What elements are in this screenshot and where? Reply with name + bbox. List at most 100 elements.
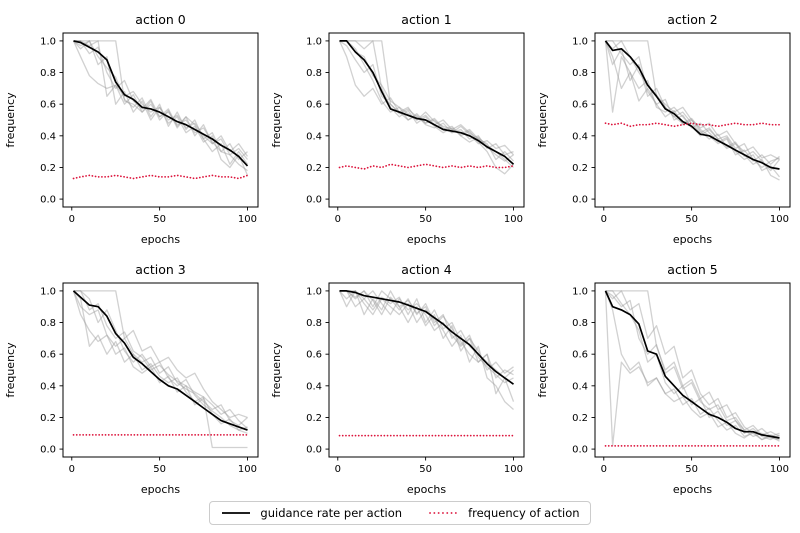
x-tick-label: 100	[770, 464, 789, 475]
guidance-rate-line	[604, 290, 780, 439]
y-axis-label: frequency	[4, 92, 17, 148]
plot-border	[62, 282, 259, 458]
y-tick-label: 0.2	[306, 163, 322, 174]
run-line	[73, 40, 248, 161]
y-axis-label: frequency	[270, 342, 283, 398]
y-tick-label: 0.0	[40, 445, 56, 456]
y-tick-label: 0.8	[572, 68, 588, 79]
subplot-cell-3: action 3 0.0 0.2 0.4 0.6 0.8 1.0 0 50 100 epochs fr…	[0, 250, 266, 500]
subplot-cell-4: action 4 0.0 0.2 0.4 0.6 0.8 1.0 0 50 100 epochs fr…	[266, 250, 532, 500]
run-line	[339, 290, 515, 402]
x-tick-label: 0	[335, 464, 341, 475]
y-tick-label: 0.2	[572, 413, 588, 424]
legend: guidance rate per action frequency of ac…	[209, 501, 591, 525]
run-line	[605, 40, 780, 161]
y-tick-label: 0.4	[306, 381, 322, 392]
run-line	[73, 40, 249, 165]
run-line	[73, 40, 249, 176]
x-tick-label: 50	[685, 464, 698, 475]
subplot-title: action 2	[667, 12, 717, 27]
x-tick-label: 50	[419, 464, 432, 475]
y-tick-label: 0.6	[306, 350, 322, 361]
y-tick-label: 0.8	[306, 318, 322, 329]
y-tick-label: 0.2	[572, 163, 588, 174]
plot-border	[594, 282, 791, 458]
action-frequency-line	[338, 163, 515, 170]
legend-row: guidance rate per action frequency of ac…	[0, 501, 800, 525]
y-tick-label: 1.0	[40, 36, 56, 47]
y-tick-label: 0.0	[40, 195, 56, 206]
y-axis-label: frequency	[4, 342, 17, 398]
x-axis-label: epochs	[407, 233, 446, 246]
subplot-action-4: action 4 0.0 0.2 0.4 0.6 0.8 1.0 0 50 100 epochs fr…	[270, 262, 525, 496]
run-line	[339, 40, 514, 175]
subplot-title: action 5	[667, 262, 717, 277]
x-axis-label: epochs	[141, 483, 180, 496]
x-axis-label: epochs	[673, 483, 712, 496]
action-frequency-line	[604, 122, 781, 128]
run-line	[73, 290, 248, 449]
x-tick-label: 0	[601, 214, 607, 225]
x-tick-label: 0	[601, 464, 607, 475]
legend-item-frequency: frequency of action	[428, 506, 580, 520]
x-tick-label: 0	[69, 214, 75, 225]
y-tick-label: 0.0	[572, 445, 588, 456]
run-line	[605, 290, 780, 437]
y-axis-label: frequency	[536, 342, 549, 398]
run-line	[73, 40, 249, 160]
y-tick-label: 0.4	[40, 381, 56, 392]
plot-border	[328, 282, 525, 458]
y-tick-label: 0.8	[40, 318, 56, 329]
y-tick-label: 0.4	[306, 131, 322, 142]
run-line	[605, 290, 780, 441]
y-tick-label: 0.4	[572, 131, 588, 142]
run-line	[339, 290, 514, 384]
run-line	[604, 290, 780, 441]
subplot-title: action 3	[135, 262, 185, 277]
y-axis-label: frequency	[536, 92, 549, 148]
y-tick-label: 0.4	[40, 131, 56, 142]
x-tick-label: 50	[685, 214, 698, 225]
y-tick-label: 0.8	[572, 318, 588, 329]
y-axis-label: frequency	[270, 92, 283, 148]
subplot-action-2: action 2 0.0 0.2 0.4 0.6 0.8 1.0 0 50 100 epochs fr…	[536, 12, 791, 246]
run-line	[73, 290, 248, 429]
x-tick-label: 50	[153, 464, 166, 475]
guidance-rate-line	[72, 290, 248, 431]
guidance-rate-line	[339, 40, 515, 165]
run-line	[339, 40, 514, 168]
y-tick-label: 1.0	[306, 286, 322, 297]
plot-border	[328, 32, 525, 208]
run-line	[338, 290, 514, 379]
x-tick-label: 0	[335, 214, 341, 225]
y-tick-label: 0.6	[306, 100, 322, 111]
y-tick-label: 0.6	[572, 100, 588, 111]
run-line	[339, 290, 514, 410]
y-tick-label: 0.8	[306, 68, 322, 79]
subplot-title: action 0	[135, 12, 185, 27]
plot-border	[62, 32, 259, 208]
subplot-title: action 4	[401, 262, 451, 277]
x-tick-label: 50	[419, 214, 432, 225]
run-line	[339, 290, 514, 374]
x-tick-label: 100	[770, 214, 789, 225]
legend-label-frequency: frequency of action	[468, 506, 580, 520]
x-axis-label: epochs	[407, 483, 446, 496]
run-line	[605, 290, 780, 441]
y-tick-label: 0.2	[40, 163, 56, 174]
y-tick-label: 0.8	[40, 68, 56, 79]
y-tick-label: 0.6	[572, 350, 588, 361]
guidance-rate-line	[73, 40, 249, 167]
y-tick-label: 0.0	[306, 195, 322, 206]
run-line	[339, 40, 514, 156]
subplot-action-5: action 5 0.0 0.2 0.4 0.6 0.8 1.0 0 50 100 epochs fr…	[536, 262, 791, 496]
run-line	[604, 290, 780, 447]
y-tick-label: 1.0	[572, 36, 588, 47]
x-tick-label: 100	[504, 464, 523, 475]
run-line	[73, 290, 248, 434]
solid-line-icon	[222, 512, 251, 514]
subplot-grid: action 0 0.0 0.2 0.4 0.6 0.8 1.0 0 50 100 epochs fr…	[0, 12, 791, 500]
y-tick-label: 0.4	[572, 381, 588, 392]
y-tick-label: 0.6	[40, 350, 56, 361]
